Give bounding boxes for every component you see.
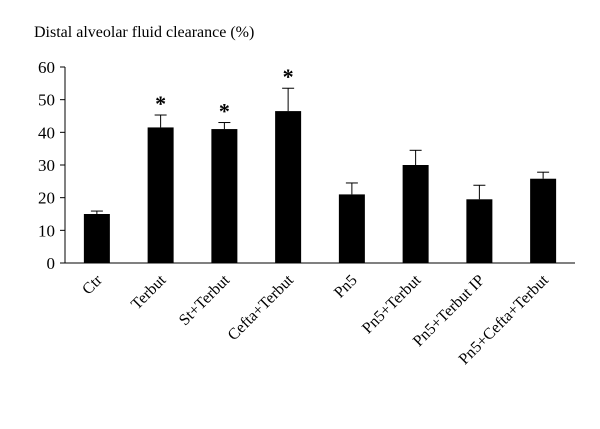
y-tick-label: 30 bbox=[38, 156, 55, 175]
x-tick-label: Cefta+Terbut bbox=[225, 271, 298, 344]
y-tick-label: 10 bbox=[38, 221, 55, 240]
significance-star: * bbox=[283, 64, 294, 89]
chart-axes bbox=[64, 67, 575, 264]
chart-bars bbox=[83, 111, 557, 263]
x-tick-label: Ctr bbox=[79, 271, 106, 298]
significance-star: * bbox=[155, 91, 166, 116]
bar bbox=[402, 165, 429, 263]
x-tick-label: Terbut bbox=[128, 271, 170, 313]
bar bbox=[83, 214, 110, 263]
bar bbox=[466, 199, 493, 263]
y-tick-label: 20 bbox=[38, 189, 55, 208]
bar bbox=[147, 127, 174, 263]
significance-markers: * * * bbox=[155, 64, 294, 123]
y-axis-ticks: 0 10 20 30 40 50 60 bbox=[38, 58, 65, 273]
y-axis-title: Distal alveolar fluid clearance (%) bbox=[34, 24, 255, 41]
y-tick-label: 60 bbox=[38, 58, 55, 77]
bar bbox=[530, 178, 557, 263]
y-tick-label: 50 bbox=[38, 91, 55, 110]
x-tick-label: St+Terbut bbox=[176, 271, 234, 329]
significance-star: * bbox=[219, 99, 230, 124]
x-tick-label: Pn5 bbox=[331, 272, 361, 302]
bar bbox=[338, 194, 365, 263]
y-tick-label: 40 bbox=[38, 123, 55, 142]
bar bbox=[275, 111, 302, 263]
error-bars bbox=[90, 87, 550, 214]
bar bbox=[211, 129, 238, 263]
y-tick-label: 0 bbox=[47, 254, 56, 273]
x-tick-label: Pn5+Terbut bbox=[359, 271, 425, 337]
